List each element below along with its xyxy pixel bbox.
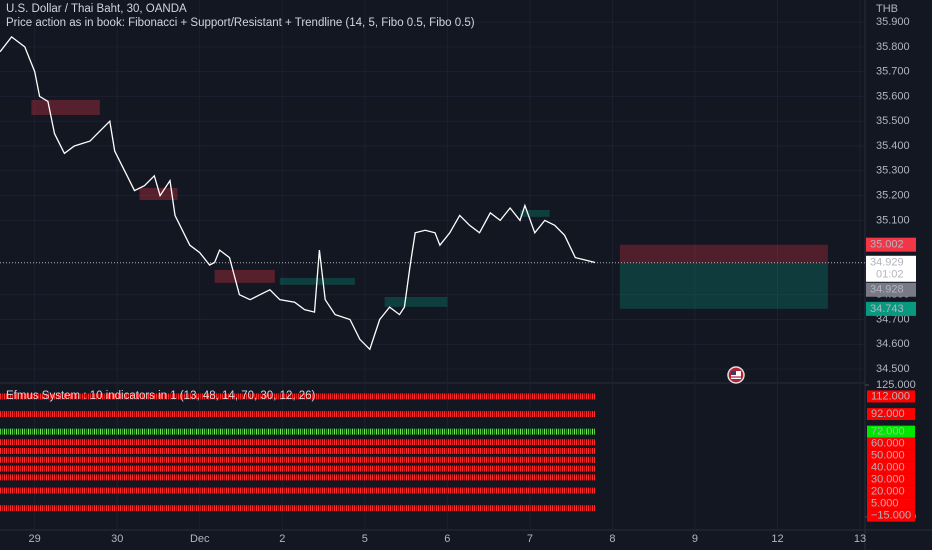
level-label: 92.000 [871, 408, 905, 420]
level-label: 72.000 [871, 426, 905, 438]
price-tag-label: 34.743 [870, 303, 904, 315]
x-tick-label: 29 [29, 533, 41, 545]
level-tag [867, 449, 915, 462]
price-tag [866, 255, 916, 282]
indicator-row [0, 428, 596, 435]
y-tick-label: 35.200 [876, 189, 910, 201]
sr-zone [139, 187, 178, 201]
indicator-row [0, 487, 596, 494]
price-line [0, 35, 596, 351]
level-label: 40.000 [871, 462, 905, 474]
indicator-row [0, 456, 596, 463]
price-tag-label: 34.928 [870, 284, 904, 296]
y-tick-label: 35.400 [876, 140, 910, 152]
level-label: 60.000 [871, 438, 905, 450]
x-tick-label: 5 [362, 533, 368, 545]
y-tick-label: 35.500 [876, 115, 910, 127]
y-tick-label: 35.600 [876, 90, 910, 102]
price-tag-label: 35.002 [870, 239, 904, 251]
x-tick-label: 30 [111, 533, 123, 545]
y-tick-label: 35.300 [876, 165, 910, 177]
level-label: −15.000 [871, 510, 911, 522]
price-tag [866, 282, 916, 297]
level-label: 30.000 [871, 474, 905, 486]
indicator-title: Efmus System : 10 indicators in 1 (13, 4… [6, 390, 316, 402]
x-tick-label: 9 [692, 533, 698, 545]
position-risk [619, 244, 828, 263]
unit-label: THB [876, 3, 898, 15]
x-tick-label: 6 [444, 533, 450, 545]
y-tick-label: 35.700 [876, 66, 910, 78]
y-tick-label: 34.700 [876, 313, 910, 325]
y-tick-label: 125.000 [876, 379, 916, 391]
plot [0, 0, 865, 530]
chart-subtitle: Price action as in book: Fibonacci + Sup… [6, 17, 475, 29]
x-tick-label: 2 [279, 533, 285, 545]
level-label: 112.000 [871, 390, 910, 402]
chart-title: U.S. Dollar / Thai Baht, 30, OANDA [6, 3, 187, 15]
x-tick-label: 8 [609, 533, 615, 545]
level-tag [867, 485, 915, 498]
indicator-row [0, 465, 596, 472]
indicator-row [0, 439, 596, 446]
y-tick-label: 35.800 [876, 41, 910, 53]
sr-zone [519, 209, 550, 217]
y-tick-label: 34.600 [876, 338, 910, 350]
currency-flag [727, 366, 745, 384]
indicator-row [0, 448, 596, 455]
level-label: 50.000 [871, 450, 905, 462]
position-reward [619, 262, 828, 309]
level-label: 20.000 [871, 486, 905, 498]
y-tick-label: 34.500 [876, 363, 910, 375]
x-tick-label: 12 [771, 533, 783, 545]
x-tick-label: 7 [527, 533, 533, 545]
level-label: 5.000 [871, 498, 899, 510]
indicator-row [0, 393, 596, 400]
level-tag [867, 497, 915, 510]
countdown: 01:02 [876, 269, 904, 281]
sr-zone [31, 99, 100, 116]
level-tag [867, 461, 915, 474]
level-tag [867, 425, 915, 438]
level-tag [867, 509, 915, 522]
level-tag [867, 473, 915, 486]
level-tag [867, 390, 915, 403]
x-tick-label: 13 [854, 533, 866, 545]
y-tick-label: 35.900 [876, 16, 910, 28]
indicator-row [0, 474, 596, 481]
price-tag-label: 34.929 [870, 257, 904, 269]
indicator-row [0, 411, 596, 418]
x-tick-label: Dec [190, 533, 210, 545]
level-tag [867, 437, 915, 450]
sr-zone [214, 269, 275, 283]
price-tag [866, 237, 916, 252]
y-tick-label: 35.100 [876, 214, 910, 226]
level-tag [867, 408, 915, 421]
sr-zone [384, 296, 448, 307]
price-tag [866, 301, 916, 316]
indicator-row [0, 505, 596, 512]
